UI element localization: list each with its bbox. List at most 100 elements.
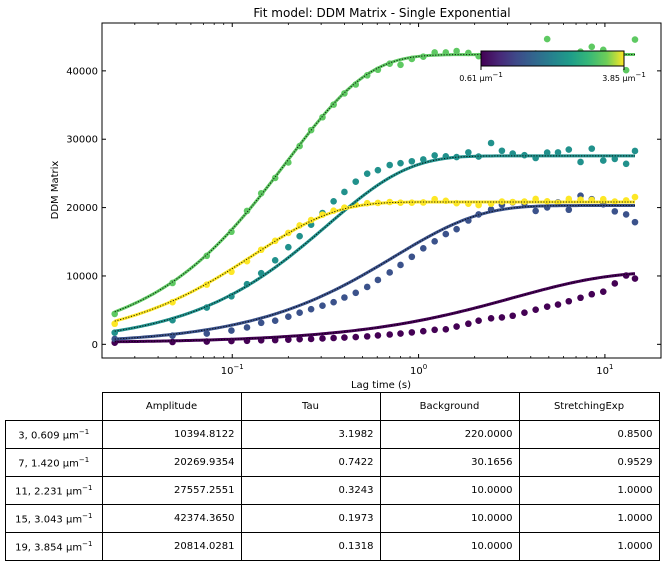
y-tick-label: 20000 [66, 203, 98, 214]
data-point [622, 160, 630, 168]
table-cell: 0.9529 [518, 448, 660, 477]
table-cell: 0.3243 [240, 476, 381, 505]
data-point [257, 319, 265, 327]
y-tick-label: 40000 [66, 66, 98, 77]
table-cell: 27557.2551 [101, 476, 242, 505]
table-cell: 10394.8122 [101, 420, 242, 449]
data-point [543, 149, 551, 156]
x-tick-label: 100 [410, 363, 427, 377]
data-point [285, 313, 292, 321]
data-point [442, 230, 450, 238]
row-label: 15, 3.043 μm−1 [5, 504, 103, 533]
data-point [397, 261, 404, 269]
y-tick-label: 10000 [66, 271, 98, 282]
data-point [487, 315, 495, 322]
data-point [565, 146, 573, 153]
data-point [374, 332, 382, 339]
data-point [408, 157, 416, 165]
data-point [228, 327, 235, 334]
data-point [622, 211, 630, 218]
data-point [631, 275, 639, 282]
data-point [532, 207, 539, 215]
data-point [419, 327, 427, 335]
table-cell: 0.1973 [240, 504, 381, 533]
data-point [296, 232, 303, 240]
data-point [465, 149, 472, 156]
data-point [554, 149, 562, 156]
data-point [408, 253, 416, 261]
data-point [588, 290, 596, 298]
data-point [631, 218, 639, 226]
data-point [543, 303, 551, 310]
data-point [341, 188, 348, 196]
data-point [296, 335, 303, 343]
data-point [330, 334, 337, 342]
x-tick-label: 101 [596, 363, 613, 377]
data-point [532, 306, 539, 313]
table-row: 7, 1.420 μm−1 20269.9354 0.7422 30.1656 … [5, 448, 660, 477]
data-point [271, 256, 279, 264]
data-point [419, 245, 427, 252]
data-point [498, 147, 506, 155]
data-point [285, 243, 292, 251]
data-point [577, 158, 584, 166]
table-cell: 0.7422 [240, 448, 381, 477]
x-tick-label: 10−1 [221, 363, 244, 377]
data-point [271, 317, 279, 324]
data-point [386, 161, 394, 169]
data-point [453, 225, 460, 233]
data-point [631, 147, 639, 155]
data-point [408, 329, 416, 336]
data-point [352, 289, 360, 297]
data-point [631, 36, 639, 43]
table-row: 3, 0.609 μm−1 10394.8122 3.1982 220.0000… [5, 420, 660, 449]
fit-line [114, 204, 635, 341]
table-header-row: Amplitude Tau Background StretchingExp [5, 392, 660, 421]
fit-line-dotted [114, 205, 635, 340]
column-header: Tau [240, 392, 381, 421]
colorbar-max-label: 3.85 μm−1 [602, 71, 646, 83]
fit-line-dotted [114, 273, 636, 343]
table-cell: 10.0000 [379, 532, 520, 561]
x-axis-label: Lag time (s) [351, 380, 411, 391]
data-point [599, 157, 607, 164]
table-cell: 42374.3650 [101, 504, 242, 533]
column-header: Amplitude [101, 392, 242, 421]
y-axis-label: DDM Matrix [50, 161, 61, 220]
data-point [453, 323, 460, 330]
data-point [307, 335, 315, 343]
data-point [599, 288, 607, 295]
table-cell: 3.1982 [240, 420, 381, 449]
fit-parameters-table: Amplitude Tau Background StretchingExp 3… [5, 392, 660, 561]
data-point [296, 309, 303, 317]
data-point [431, 326, 438, 334]
data-point [509, 312, 516, 320]
data-point [397, 330, 404, 337]
data-point [374, 166, 382, 174]
data-point [386, 331, 394, 338]
row-label: 19, 3.854 μm−1 [5, 532, 103, 561]
data-point [521, 309, 528, 317]
data-point [352, 178, 360, 185]
row-label: 7, 1.420 μm−1 [5, 448, 103, 477]
data-point [498, 314, 506, 321]
data-point [577, 294, 584, 302]
data-point [386, 269, 394, 276]
colorbar-gradient [480, 50, 625, 67]
data-point [611, 280, 619, 287]
table-cell: 1.0000 [518, 504, 660, 533]
data-point [543, 35, 551, 43]
data-point [397, 159, 404, 167]
colorbar-min-label: 0.61 μm−1 [459, 71, 503, 83]
data-point [431, 238, 438, 245]
table-cell: 10.0000 [379, 476, 520, 505]
data-point [442, 326, 450, 333]
column-header: Background [379, 392, 520, 421]
data-point [341, 334, 348, 341]
table-cell: 20814.0281 [101, 532, 242, 561]
fit-line [114, 53, 635, 314]
table-cell: 0.1318 [240, 532, 381, 561]
table-cell: 30.1656 [379, 448, 520, 477]
data-point [374, 276, 382, 284]
chart-title: Fit model: DDM Matrix - Single Exponenti… [253, 6, 510, 20]
